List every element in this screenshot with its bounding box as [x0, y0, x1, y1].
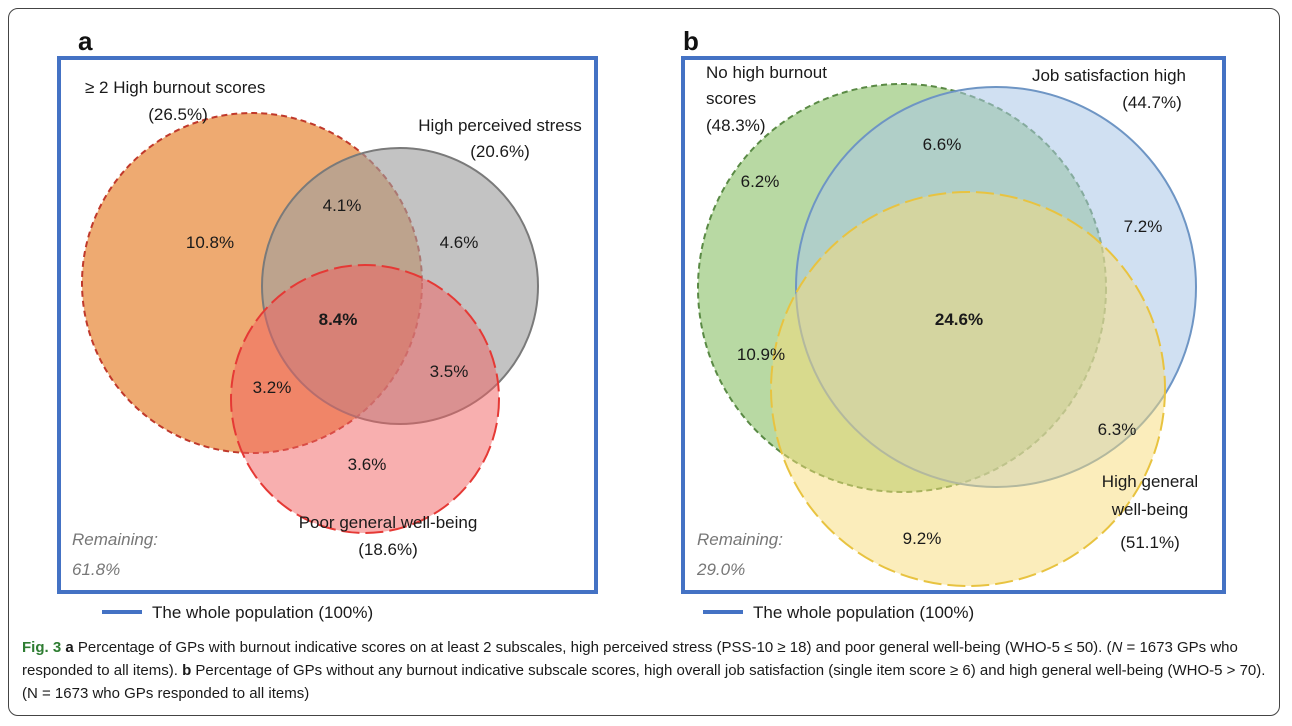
- panel-a-stress-wellbeing: 3.5%: [430, 362, 469, 381]
- panel-a-legend-text: The whole population (100%): [152, 603, 373, 622]
- panel-a-population-box: [57, 56, 598, 594]
- panel-b-population-box: [681, 56, 1226, 594]
- venn-figure: a ≥ 2 High burnout scores (26.5%) High p…: [57, 26, 1226, 622]
- panel-a-wellbeing-pct: (18.6%): [358, 540, 418, 559]
- panel-b-job-wellbeing: 6.3%: [1098, 420, 1137, 439]
- panel-a-burnout-stress: 4.1%: [323, 196, 362, 215]
- panel-b-burnout-wellbeing: 10.9%: [737, 345, 785, 364]
- panel-a-stress-label: High perceived stress: [418, 116, 581, 135]
- caption-b-letter: b: [182, 662, 192, 679]
- panel-a-burnout-wellbeing: 3.2%: [253, 378, 292, 397]
- figure-frame: [8, 8, 1280, 716]
- panel-a-only-burnout: 10.8%: [186, 233, 234, 252]
- panel-b-letter: b: [683, 26, 699, 56]
- panel-a-stress-pct: (20.6%): [470, 142, 530, 161]
- panel-a-only-wellbeing: 3.6%: [348, 455, 387, 474]
- panel-b-remaining-value: 29.0%: [696, 560, 745, 579]
- panel-b-wellbeing-circle: [770, 191, 1166, 587]
- panel-b-only-wellbeing: 9.2%: [903, 529, 942, 548]
- panel-b-burnout-label-2: scores: [706, 89, 756, 108]
- panel-b-job-pct: (44.7%): [1122, 93, 1182, 112]
- panel-b-wellbeing-pct: (51.1%): [1120, 533, 1180, 552]
- panel-a-only-stress: 4.6%: [440, 233, 479, 252]
- panel-a-letter: a: [78, 26, 93, 56]
- panel-a-burnout-pct: (26.5%): [148, 105, 208, 124]
- panel-b-only-job: 7.2%: [1124, 217, 1163, 236]
- panel-a-remaining-label: Remaining:: [72, 530, 158, 549]
- panel-b-burnout-job: 6.6%: [923, 135, 962, 154]
- panel-b-job-label: Job satisfaction high: [1032, 66, 1186, 85]
- panel-b-remaining-label: Remaining:: [697, 530, 783, 549]
- panel-b-legend-text: The whole population (100%): [753, 603, 974, 622]
- caption-a-text: Percentage of GPs with burnout indicativ…: [73, 639, 1112, 656]
- panel-b-all-three: 24.6%: [935, 310, 983, 329]
- panel-b-wellbeing-label-1: High general: [1102, 472, 1198, 491]
- panel-a-all-three: 8.4%: [319, 310, 358, 329]
- panel-a-remaining-value: 61.8%: [72, 560, 120, 579]
- panel-a-wellbeing-label: Poor general well-being: [299, 513, 478, 532]
- caption-a-n: N: [1111, 639, 1123, 656]
- caption-a-letter: a: [65, 639, 74, 656]
- caption-fig-label: Fig. 3: [22, 639, 62, 656]
- panel-b-burnout-pct: (48.3%): [706, 116, 766, 135]
- panel-b-wellbeing-label-2: well-being: [1111, 500, 1189, 519]
- panel-a-wellbeing-circle: [230, 264, 500, 534]
- panel-a-burnout-label: ≥ 2 High burnout scores: [85, 78, 265, 97]
- figure-caption: Fig. 3 a Percentage of GPs with burnout …: [22, 636, 1272, 705]
- caption-a-text2: = 1673 GPs who responded to all items).: [22, 639, 1238, 679]
- panel-b-burnout-label-1: No high burnout: [706, 63, 827, 82]
- caption-b-text: Percentage of GPs without any burnout in…: [22, 662, 1266, 702]
- panel-b-only-burnout: 6.2%: [741, 172, 780, 191]
